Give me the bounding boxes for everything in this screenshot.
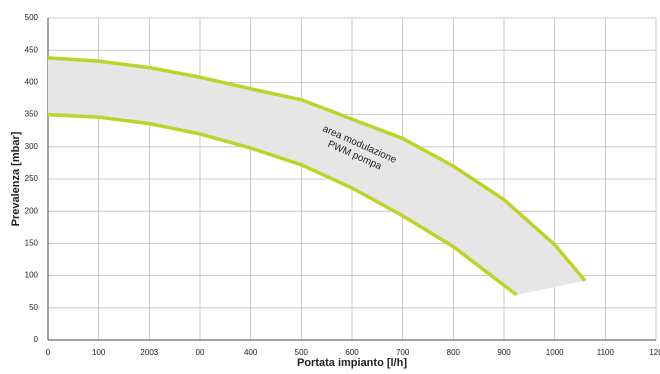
x-tick-label: 900 [497, 348, 511, 357]
y-tick-label: 100 [25, 271, 39, 280]
y-tick-label: 50 [29, 303, 38, 312]
x-tick-label: 2003 [140, 348, 158, 357]
y-tick-label: 400 [25, 78, 39, 87]
y-tick-label: 500 [25, 13, 39, 22]
y-tick-label: 0 [34, 335, 39, 344]
x-tick-label: 0 [46, 348, 51, 357]
y-tick-label: 250 [25, 174, 39, 183]
x-tick-label: 1000 [546, 348, 564, 357]
x-tick-label: 00 [196, 348, 205, 357]
curve [47, 56, 587, 282]
x-tick-label: 800 [447, 348, 461, 357]
y-tick-label: 200 [25, 206, 39, 215]
x-tick-label: 700 [396, 348, 410, 357]
x-tick-label: 1100 [597, 348, 615, 357]
modulation-area [48, 57, 586, 295]
y-axis-title: Prevalenza [mbar] [10, 131, 22, 226]
y-tick-label: 350 [25, 110, 39, 119]
x-tick-label: 120 [649, 348, 660, 357]
y-tick-label: 150 [25, 239, 39, 248]
x-axis-title: Portata impianto [l/h] [297, 357, 407, 369]
x-tick-label: 400 [244, 348, 258, 357]
curve [47, 112, 518, 297]
y-tick-label: 300 [25, 142, 39, 151]
x-tick-label: 500 [295, 348, 309, 357]
x-tick-label: 100 [92, 348, 106, 357]
x-tick-label: 600 [345, 348, 359, 357]
y-tick-label: 450 [25, 45, 39, 54]
